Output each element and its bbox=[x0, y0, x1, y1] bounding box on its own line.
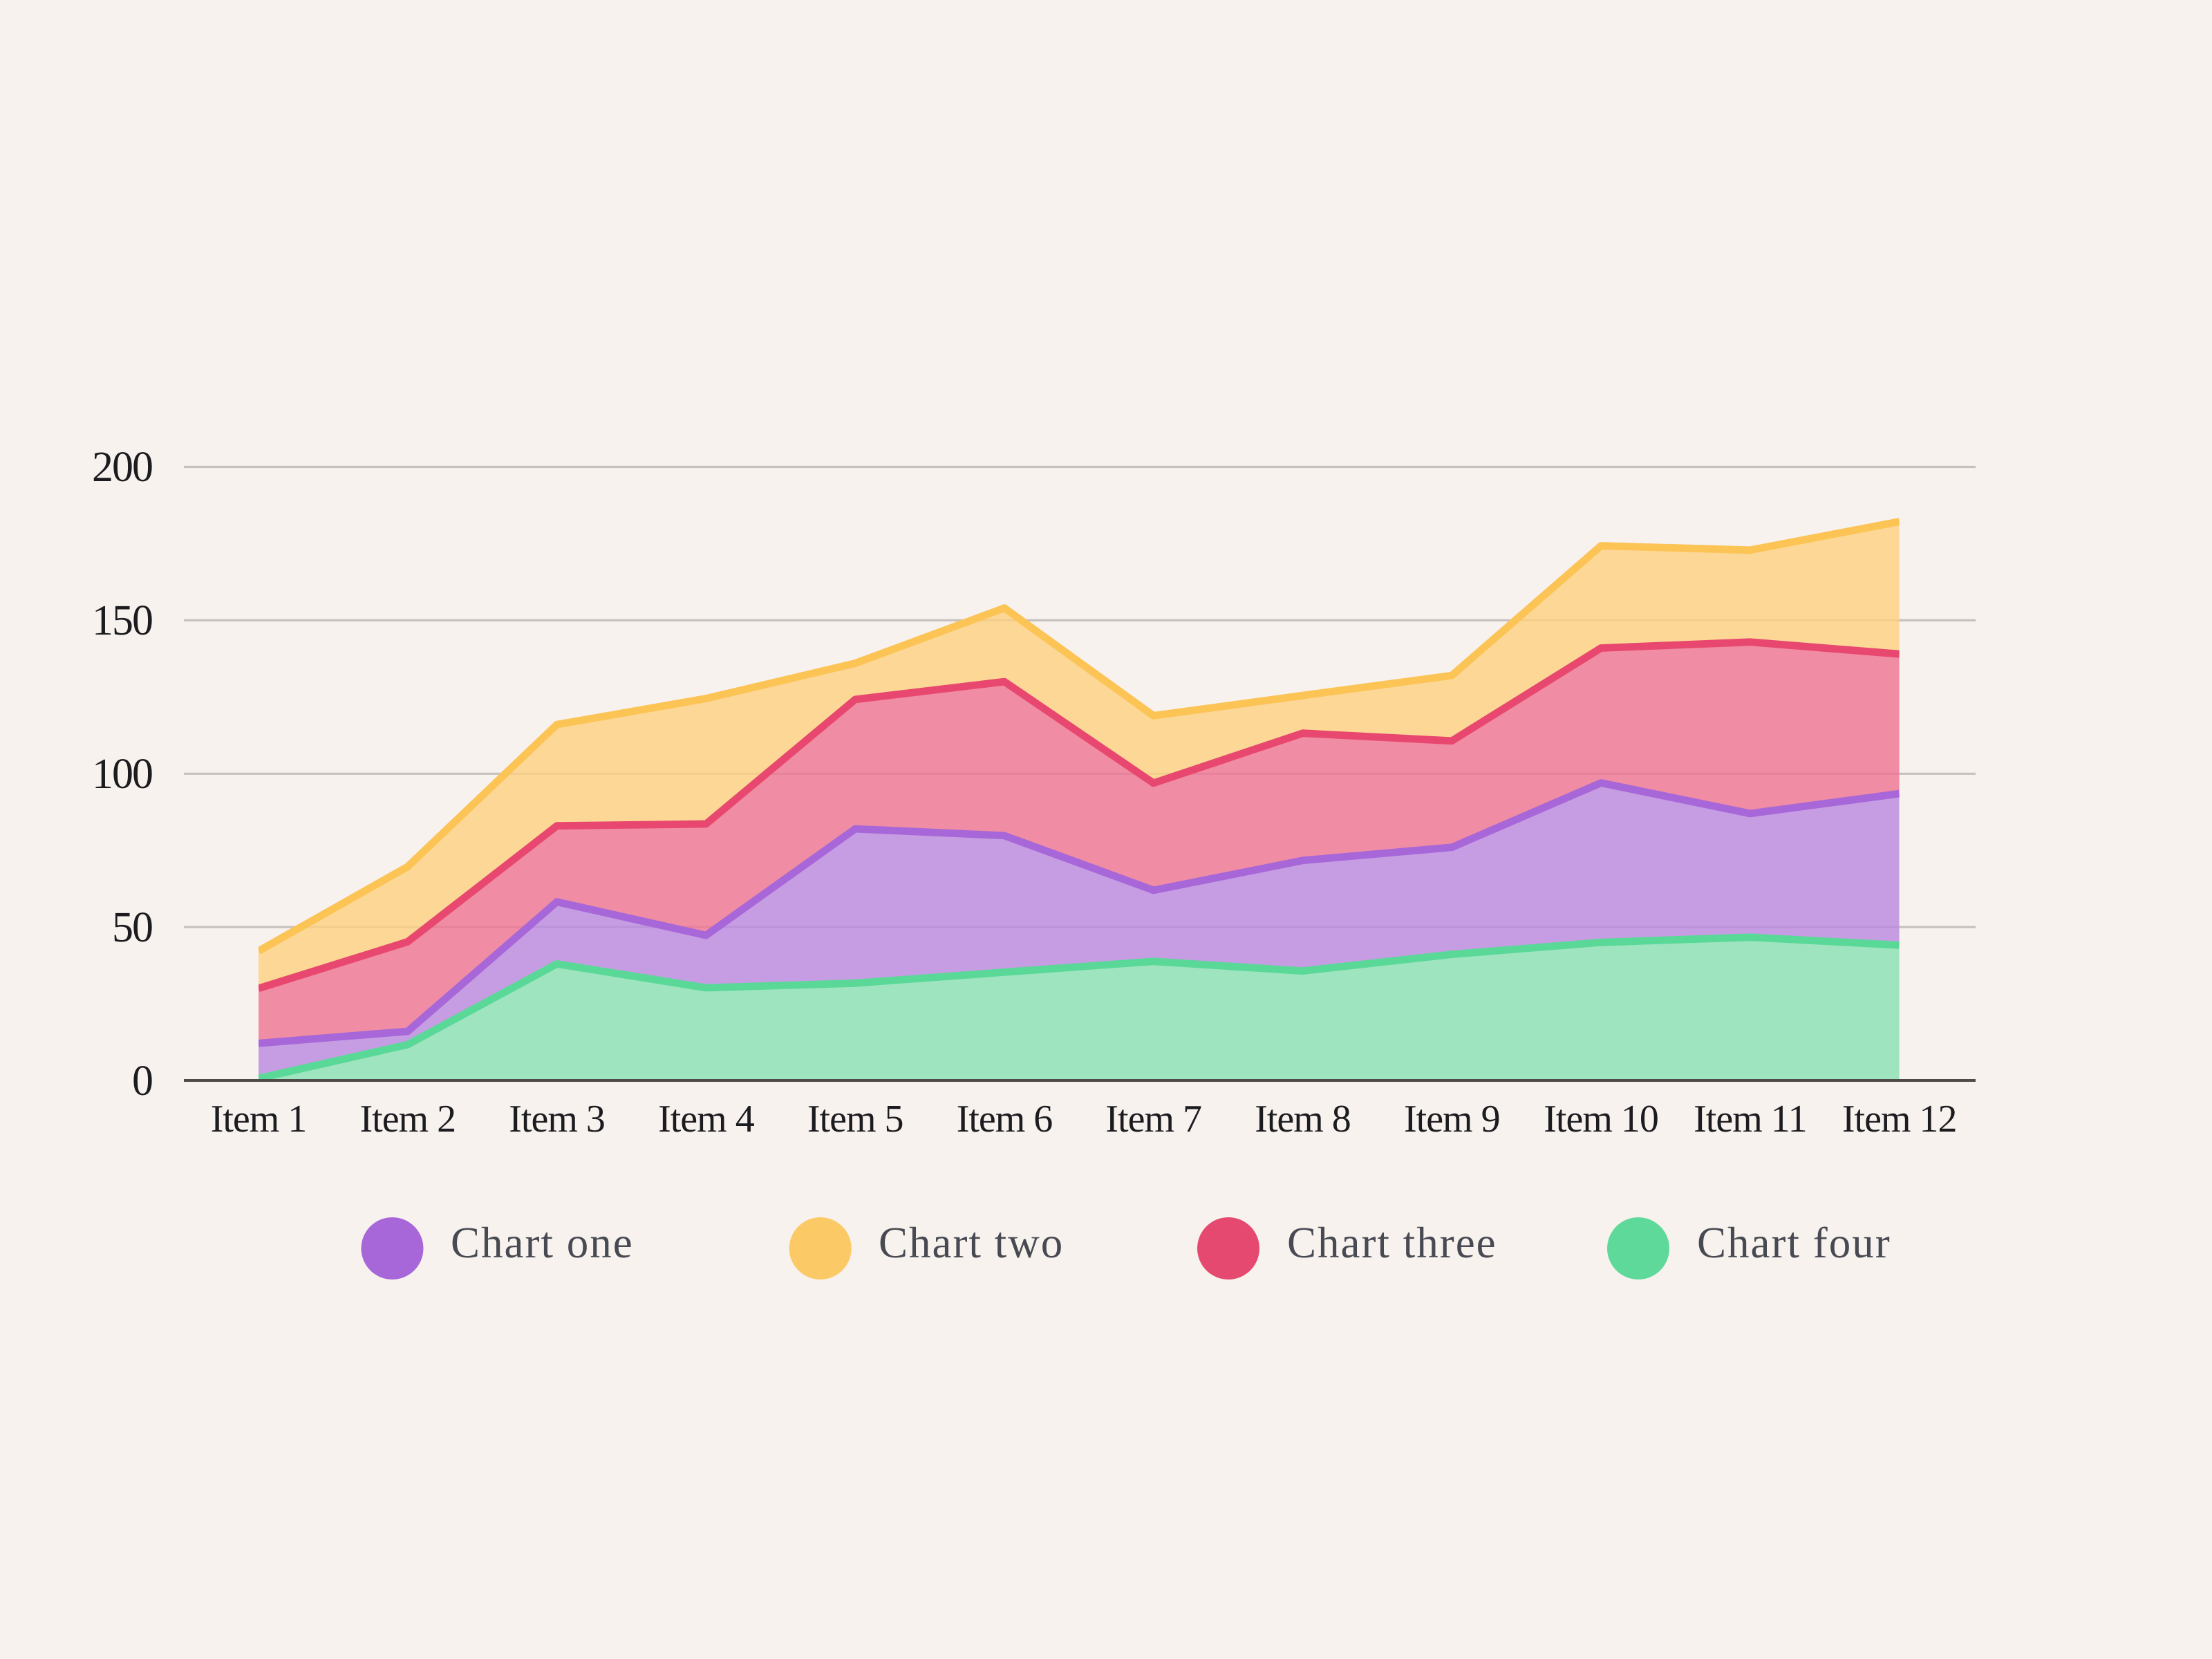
svg-text:Item 12: Item 12 bbox=[1842, 1098, 1957, 1141]
svg-text:Chart three: Chart three bbox=[1287, 1219, 1497, 1267]
svg-text:Item 6: Item 6 bbox=[957, 1098, 1053, 1141]
svg-text:Item 2: Item 2 bbox=[359, 1098, 456, 1141]
svg-text:Chart two: Chart two bbox=[879, 1219, 1064, 1267]
svg-text:200: 200 bbox=[92, 444, 152, 491]
svg-text:Item 3: Item 3 bbox=[509, 1098, 605, 1141]
svg-text:150: 150 bbox=[92, 597, 152, 644]
svg-text:0: 0 bbox=[132, 1058, 152, 1105]
svg-text:Item 4: Item 4 bbox=[658, 1098, 755, 1141]
svg-text:Item 7: Item 7 bbox=[1105, 1098, 1201, 1141]
svg-text:Item 9: Item 9 bbox=[1404, 1098, 1500, 1141]
svg-text:Item 8: Item 8 bbox=[1255, 1098, 1351, 1141]
svg-text:Item 10: Item 10 bbox=[1544, 1098, 1658, 1141]
svg-text:Item 1: Item 1 bbox=[211, 1098, 307, 1141]
svg-text:50: 50 bbox=[112, 904, 152, 951]
svg-text:Item 11: Item 11 bbox=[1694, 1098, 1807, 1141]
svg-text:Chart four: Chart four bbox=[1697, 1219, 1891, 1267]
svg-text:Chart one: Chart one bbox=[451, 1219, 634, 1267]
svg-text:Item 5: Item 5 bbox=[807, 1098, 903, 1141]
svg-text:100: 100 bbox=[92, 751, 152, 798]
